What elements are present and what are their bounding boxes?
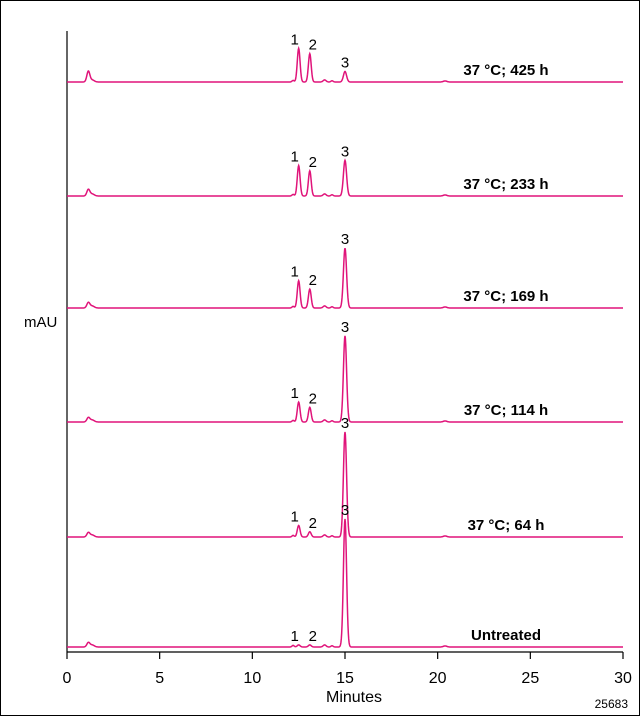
x-tick-label: 0 — [63, 670, 72, 687]
peak-label: 3 — [341, 502, 349, 519]
peak-label: 1 — [290, 149, 298, 166]
trace-label: 37 °C; 425 h — [463, 62, 548, 79]
trace-label: 37 °C; 64 h — [468, 517, 545, 534]
x-tick-label: 15 — [336, 670, 354, 687]
trace-group: 1 2 3 37 °C; 169 h — [67, 231, 623, 309]
peak-label: 1 — [290, 508, 298, 525]
peak-label: 2 — [309, 515, 317, 532]
x-axis-label: Minutes — [326, 689, 382, 706]
trace-label: 37 °C; 233 h — [463, 176, 548, 193]
trace-group: 1 2 3 37 °C; 114 h — [67, 319, 623, 423]
trace-line — [67, 335, 623, 423]
trace-label: 37 °C; 114 h — [464, 402, 548, 419]
x-tick-label: 20 — [429, 670, 447, 687]
peak-label: 1 — [290, 264, 298, 281]
peak-label: 2 — [309, 37, 317, 54]
peak-label: 3 — [341, 319, 349, 336]
peak-label: 2 — [309, 390, 317, 407]
peak-label: 2 — [309, 154, 317, 171]
trace-group: 1 2 3 37 °C; 64 h — [67, 415, 623, 538]
trace-group: 1 2 3 37 °C; 233 h — [67, 143, 623, 197]
peak-label: 3 — [341, 55, 349, 72]
peak-label: 3 — [341, 415, 349, 432]
x-tick-label: 10 — [243, 670, 261, 687]
peak-label: 2 — [309, 628, 317, 645]
peak-label: 3 — [341, 231, 349, 248]
y-axis-label: mAU — [24, 314, 57, 331]
x-ticks: 0 5 10 15 20 25 30 — [63, 652, 632, 687]
peak-label: 3 — [341, 143, 349, 160]
trace-group: 1 2 3 37 °C; 425 h — [67, 31, 623, 83]
peak-label: 2 — [309, 272, 317, 289]
trace-label: Untreated — [471, 627, 541, 644]
trace-line — [67, 431, 623, 538]
x-tick-label: 25 — [521, 670, 539, 687]
x-tick-label: 30 — [614, 670, 632, 687]
trace-line — [67, 45, 623, 83]
trace-line — [67, 247, 623, 309]
peak-label: 1 — [290, 628, 298, 645]
trace-line — [67, 518, 623, 648]
trace-label: 37 °C; 169 h — [463, 288, 548, 305]
peak-label: 1 — [290, 31, 298, 48]
peak-label: 1 — [290, 385, 298, 402]
figure-id: 25683 — [595, 697, 629, 711]
trace-line — [67, 158, 623, 197]
x-tick-label: 5 — [155, 670, 164, 687]
